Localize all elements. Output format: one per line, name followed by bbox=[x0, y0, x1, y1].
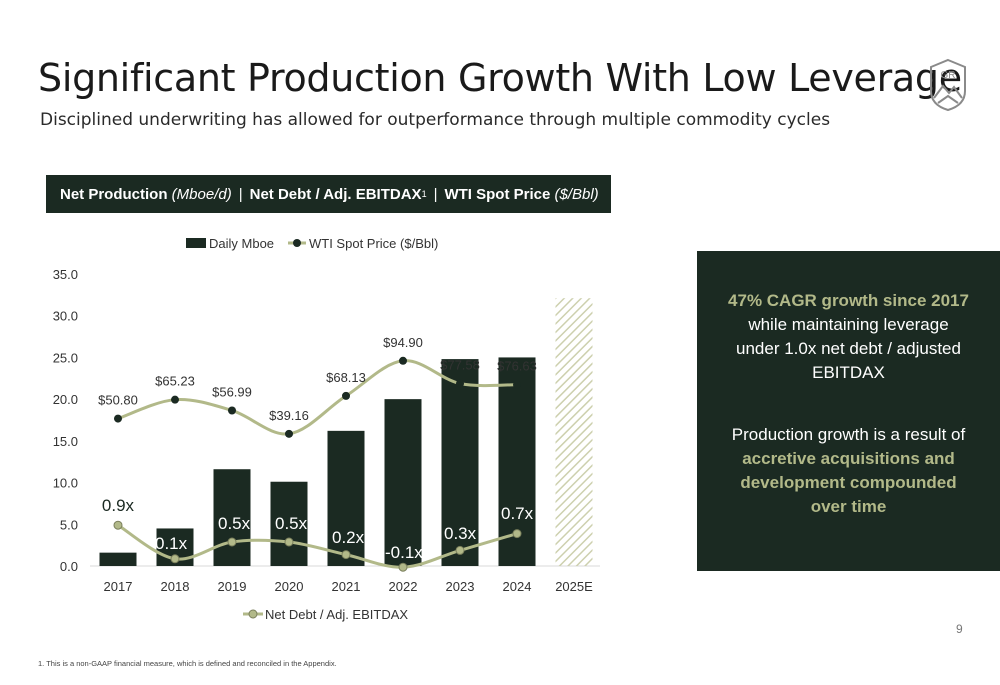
footnote: 1. This is a non-GAAP financial measure,… bbox=[38, 659, 337, 668]
x-tick-label: 2020 bbox=[275, 579, 304, 594]
x-tick-label: 2024 bbox=[503, 579, 532, 594]
legend-swatch-wti-marker bbox=[293, 239, 301, 247]
bar bbox=[270, 481, 308, 566]
panel-block-cagr: 47% CAGR growth since 2017 while maintai… bbox=[697, 289, 1000, 385]
leverage-marker bbox=[284, 537, 294, 547]
leverage-data-label: 0.9x bbox=[102, 496, 135, 515]
y-tick-label: 5.0 bbox=[60, 517, 78, 532]
wti-data-label: $94.90 bbox=[383, 335, 423, 350]
x-tick-label: 2021 bbox=[332, 579, 361, 594]
wti-data-label: $68.13 bbox=[326, 370, 366, 385]
leverage-data-label: 0.5x bbox=[218, 514, 251, 533]
bar-estimate bbox=[555, 298, 593, 566]
wti-data-label: $56.99 bbox=[212, 384, 252, 399]
x-tick-label: 2023 bbox=[446, 579, 475, 594]
bar bbox=[213, 469, 251, 566]
leverage-marker bbox=[398, 562, 408, 572]
wti-line bbox=[117, 359, 518, 436]
y-tick-label: 15.0 bbox=[53, 434, 78, 449]
header-production-label: Net Production bbox=[60, 185, 168, 203]
wti-marker bbox=[513, 380, 521, 389]
page-number: 9 bbox=[956, 622, 963, 636]
highlight-panel: 47% CAGR growth since 2017 while maintai… bbox=[697, 251, 1000, 571]
wti-marker bbox=[171, 395, 179, 404]
wti-data-label: $76.63 bbox=[497, 359, 537, 374]
legend-label-wti: WTI Spot Price ($/Bbl) bbox=[309, 236, 438, 251]
wti-data-label: $65.23 bbox=[155, 374, 195, 389]
y-tick-label: 20.0 bbox=[53, 392, 78, 407]
y-tick-label: 30.0 bbox=[53, 309, 78, 324]
header-footnote-mark: 1 bbox=[421, 189, 427, 199]
wti-data-label: $39.16 bbox=[269, 408, 309, 423]
panel-growth-highlight: accretive acquisitions and development c… bbox=[740, 449, 957, 516]
leverage-data-label: 0.2x bbox=[332, 528, 365, 547]
wti-data-label: $50.80 bbox=[98, 393, 138, 408]
wti-marker bbox=[456, 379, 464, 388]
wti-marker bbox=[399, 356, 407, 365]
panel-cagr-text: while maintaining leverage under 1.0x ne… bbox=[736, 315, 961, 382]
company-logo: GR bbox=[930, 58, 966, 112]
leverage-marker bbox=[113, 520, 123, 530]
header-production-unit: (Mboe/d) bbox=[171, 185, 232, 203]
bar bbox=[327, 430, 365, 566]
wti-marker bbox=[285, 429, 293, 438]
wti-marker bbox=[342, 391, 350, 400]
legend-swatch-bars bbox=[186, 238, 206, 248]
page-subtitle: Disciplined underwriting has allowed for… bbox=[40, 110, 831, 130]
panel-growth-text: Production growth is a result of bbox=[731, 425, 966, 444]
production-chart: 0.0 5.0 10.0 15.0 20.0 25.0 30.0 35.0 2017 2018 20… bbox=[53, 236, 600, 622]
legend-swatch-leverage-marker bbox=[248, 609, 258, 619]
leverage-marker bbox=[341, 550, 351, 560]
panel-block-growth: Production growth is a result of accreti… bbox=[697, 423, 1000, 519]
y-tick-label: 25.0 bbox=[53, 350, 78, 365]
y-tick-label: 35.0 bbox=[53, 267, 78, 282]
leverage-marker bbox=[170, 554, 180, 564]
header-wti-label: WTI Spot Price bbox=[444, 185, 551, 203]
bar bbox=[384, 399, 422, 566]
page-title: Significant Production Growth With Low L… bbox=[38, 56, 962, 100]
x-tick-label: 2022 bbox=[389, 579, 418, 594]
legend-label-leverage: Net Debt / Adj. EBITDAX bbox=[265, 607, 408, 622]
bar bbox=[441, 359, 479, 566]
x-tick-label: 2018 bbox=[161, 579, 190, 594]
y-tick-label: 0.0 bbox=[60, 559, 78, 574]
header-leverage-label: Net Debt / Adj. EBITDAX bbox=[249, 185, 422, 203]
leverage-marker bbox=[455, 545, 465, 555]
leverage-data-label: 0.3x bbox=[444, 524, 477, 543]
leverage-marker bbox=[227, 537, 237, 547]
leverage-data-label: -0.1x bbox=[385, 543, 423, 562]
logo-text: GR bbox=[941, 70, 956, 81]
leverage-data-label: 0.5x bbox=[275, 514, 308, 533]
panel-cagr-highlight: 47% CAGR growth since 2017 bbox=[728, 291, 969, 310]
wti-data-label: $77.58 bbox=[440, 357, 480, 372]
header-divider-2: | bbox=[433, 185, 438, 203]
leverage-data-label: 0.1x bbox=[155, 534, 188, 553]
wti-marker bbox=[228, 406, 236, 415]
y-tick-label: 10.0 bbox=[53, 476, 78, 491]
wti-marker bbox=[114, 414, 122, 423]
x-tick-label: 2019 bbox=[218, 579, 247, 594]
bar bbox=[99, 552, 137, 566]
chart-header: Net Production (Mboe/d) | Net Debt / Adj… bbox=[46, 175, 611, 213]
x-tick-label: 2025E bbox=[555, 579, 593, 594]
leverage-data-label: 0.7x bbox=[501, 504, 534, 523]
x-tick-label: 2017 bbox=[104, 579, 133, 594]
header-wti-unit: ($/Bbl) bbox=[554, 185, 599, 203]
leverage-marker bbox=[512, 529, 522, 539]
header-divider: | bbox=[238, 185, 243, 203]
legend-label-bars: Daily Mboe bbox=[209, 236, 274, 251]
